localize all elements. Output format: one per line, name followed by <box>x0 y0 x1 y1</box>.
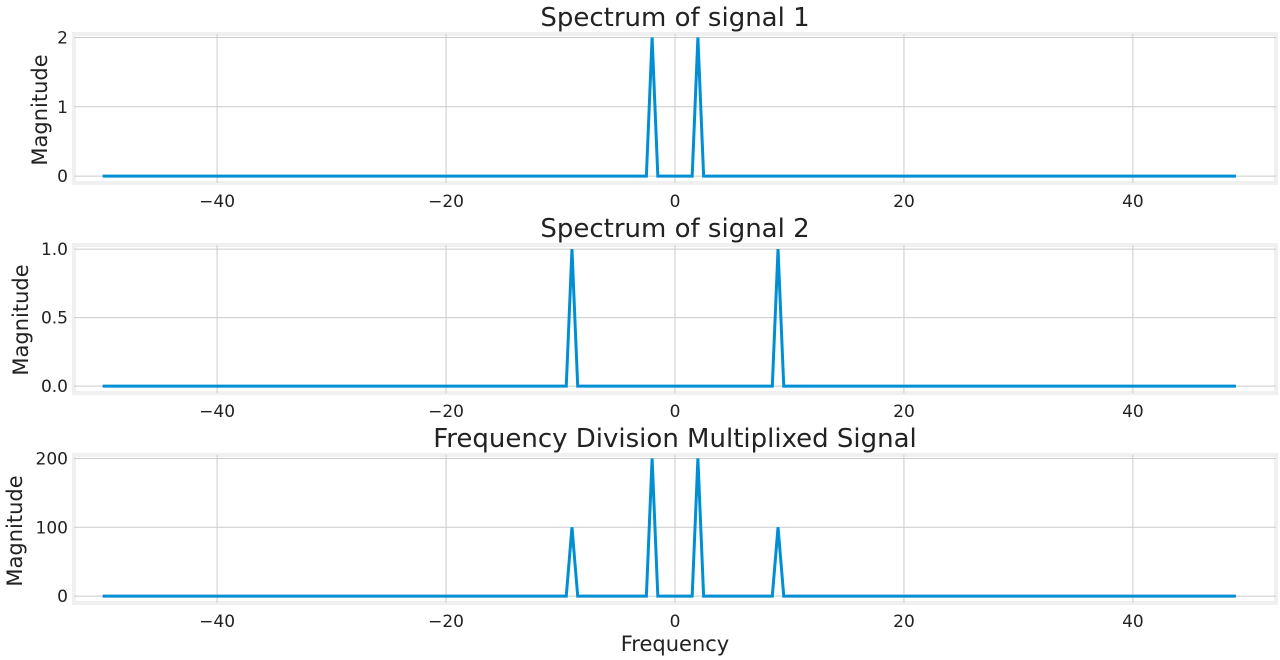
subplot-1-ytick-label: 1 <box>57 98 68 118</box>
subplot-3-xtick-label: −40 <box>199 612 235 632</box>
subplot-3-xlabel: Frequency <box>621 632 730 656</box>
subplot-1-ytick-label: 0 <box>57 167 68 187</box>
subplot-3: Frequency Division Multiplixed Signal Ma… <box>3 424 1278 656</box>
subplot-2-xtick-label: −20 <box>428 402 464 422</box>
subplot-1-ytick-label: 2 <box>57 28 68 48</box>
subplot-3-ytick-label: 0 <box>57 587 68 607</box>
subplot-2-xtick-label: 0 <box>670 402 681 422</box>
subplot-2-ytick-label: 0.5 <box>41 309 68 329</box>
subplot-3-title: Frequency Division Multiplixed Signal <box>433 424 917 454</box>
subplot-1-xtick-label: 20 <box>893 192 915 212</box>
subplot-2-ylabel: Magnitude <box>9 264 33 375</box>
subplot-1-series-line <box>102 37 1236 178</box>
subplot-3-ytick-label: 100 <box>36 518 68 538</box>
subplot-2-title: Spectrum of signal 2 <box>540 214 809 244</box>
subplot-1-xtick-label: −40 <box>199 192 235 212</box>
subplot-1-ylabel: Magnitude <box>28 54 52 165</box>
subplot-1-xtick-label: 40 <box>1122 192 1144 212</box>
subplot-2-xtick-label: 20 <box>893 402 915 422</box>
subplot-1-xtick-label: 0 <box>670 192 681 212</box>
subplot-3-ytick-label: 200 <box>36 449 68 469</box>
subplot-3-xtick-label: 0 <box>670 612 681 632</box>
subplot-3-xtick-label: 40 <box>1122 612 1144 632</box>
subplot-3-xtick-label: 20 <box>893 612 915 632</box>
subplot-1-xtick-label: −20 <box>428 192 464 212</box>
subplot-2: Spectrum of signal 2 Magnitude −40 −20 0 20… <box>9 214 1278 422</box>
subplot-2-ytick-label: 0.0 <box>41 377 68 397</box>
subplot-2-xtick-label: 40 <box>1122 402 1144 422</box>
subplot-3-xtick-label: −20 <box>428 612 464 632</box>
subplot-3-ylabel: Magnitude <box>3 475 27 586</box>
subplot-3-series-line <box>102 458 1236 598</box>
subplot-1: Spectrum of signal 1 Magnitude −40 −20 0 20… <box>28 3 1278 212</box>
subplot-2-series-line <box>102 249 1236 388</box>
subplot-2-xtick-label: −40 <box>199 402 235 422</box>
subplot-2-ytick-label: 1.0 <box>41 240 68 260</box>
subplot-1-title: Spectrum of signal 1 <box>540 3 809 33</box>
